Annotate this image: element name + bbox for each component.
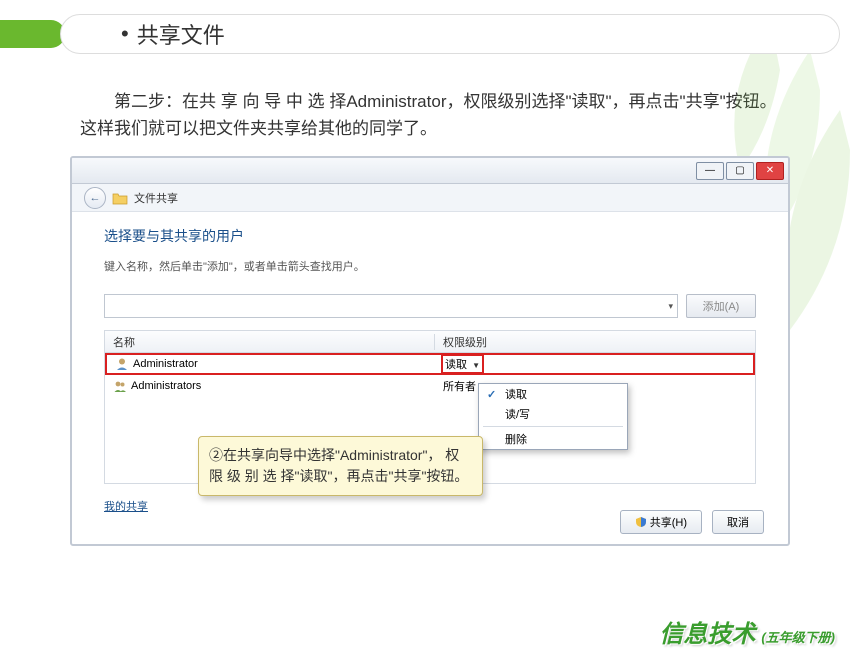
- group-icon: [113, 379, 127, 393]
- share-button[interactable]: 共享(H): [620, 510, 702, 534]
- dialog-heading: 选择要与其共享的用户: [104, 226, 756, 246]
- add-user-row: ▾ 添加(A): [104, 294, 756, 318]
- bullet-icon: •: [121, 21, 129, 47]
- dialog-button-row: 共享(H) 取消: [620, 510, 764, 534]
- dialog-subtext: 键入名称，然后单击"添加"，或者单击箭头查找用户。: [104, 258, 756, 274]
- row-perm: 读取: [445, 359, 467, 371]
- brand-sub: (五年级下册): [761, 627, 835, 646]
- share-button-label: 共享(H): [650, 514, 687, 530]
- shield-icon: [635, 516, 647, 528]
- screenshot-container: — ▢ ✕ ← 文件共享 选择要与其共享的用户 键入名称，然后单击"添加"，或者…: [70, 156, 790, 576]
- cancel-button[interactable]: 取消: [712, 510, 764, 534]
- row-name: Administrator: [133, 358, 198, 370]
- table-row[interactable]: Administrators 所有者: [105, 375, 755, 397]
- user-combobox[interactable]: ▾: [104, 294, 678, 318]
- table-row[interactable]: Administrator 读取 ▼: [105, 353, 755, 375]
- annotation-callout: ②在共享向导中选择"Ad­ministrator"， 权 限 级 别 选 择"读…: [198, 436, 483, 496]
- nav-title: 文件共享: [134, 190, 178, 206]
- row-perm: 所有者: [443, 378, 476, 394]
- dropdown-separator: [483, 426, 623, 427]
- back-button[interactable]: ←: [84, 187, 106, 209]
- col-perm-header: 权限级别: [435, 334, 755, 350]
- slide-title: 共享文件: [137, 18, 225, 50]
- permission-dropdown: 读取 读/写 删除: [478, 383, 628, 450]
- accent-bar: [0, 20, 65, 48]
- add-button[interactable]: 添加(A): [686, 294, 756, 318]
- dropdown-item-read[interactable]: 读取: [479, 384, 627, 404]
- close-button[interactable]: ✕: [756, 162, 784, 180]
- minimize-button[interactable]: —: [696, 162, 724, 180]
- window-titlebar: — ▢ ✕: [72, 158, 788, 184]
- dropdown-item-readwrite[interactable]: 读/写: [479, 404, 627, 424]
- footer-brand: 信息技术 (五年级下册): [659, 614, 835, 649]
- brand-text: 信息技术: [659, 614, 755, 649]
- chevron-down-icon: ▼: [472, 361, 480, 370]
- nav-row: ← 文件共享: [72, 184, 788, 212]
- table-header: 名称 权限级别: [105, 331, 755, 353]
- cancel-button-label: 取消: [727, 514, 749, 530]
- title-pill: • 共享文件: [60, 14, 840, 54]
- row-name: Administrators: [131, 380, 201, 392]
- col-name-header: 名称: [105, 334, 435, 350]
- chevron-down-icon: ▾: [668, 301, 673, 312]
- dropdown-item-delete[interactable]: 删除: [479, 429, 627, 449]
- maximize-button[interactable]: ▢: [726, 162, 754, 180]
- user-icon: [115, 357, 129, 371]
- instruction-text: 第二步：在共 享 向 导 中 选 择Administrator，权限级别选择"读…: [80, 88, 780, 142]
- slide-title-bar: • 共享文件: [0, 10, 860, 58]
- folder-icon: [112, 191, 128, 205]
